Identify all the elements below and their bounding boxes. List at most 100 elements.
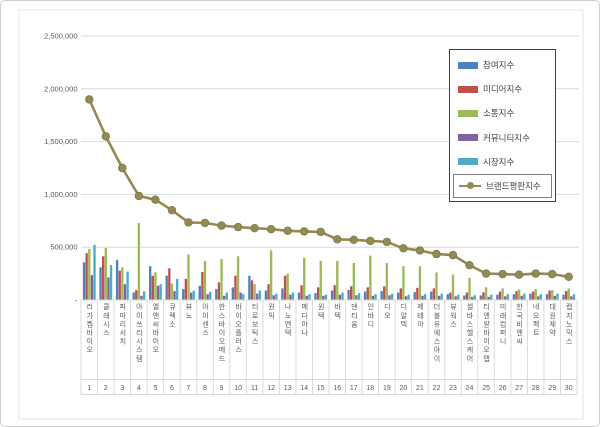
legend-bar-swatch-icon [458, 158, 478, 166]
legend-line-swatch-icon [459, 182, 481, 191]
svg-text:12: 12 [267, 385, 275, 392]
category-label-text: 엘앤씨바이오 [151, 303, 159, 355]
category-label-2: 클래시스 [98, 303, 115, 377]
svg-text:23: 23 [449, 385, 457, 392]
svg-text:500,000: 500,000 [50, 243, 77, 252]
svg-text:24: 24 [466, 385, 474, 392]
category-label-28: 네오펙트 [527, 303, 544, 377]
category-label-11: 티로보틱스 [246, 303, 263, 377]
category-label-17: 덴티움 [346, 303, 363, 377]
svg-text:7: 7 [187, 385, 191, 392]
category-label-text: 티앤알바이오팹 [482, 303, 490, 364]
category-label-text: 리가켐바이오 [85, 303, 93, 355]
category-label-20: 디알텍 [395, 303, 412, 377]
legend-bar-swatch-icon [458, 134, 478, 142]
category-label-30: 랩지노믹스 [560, 303, 577, 377]
legend-item-label: 소통지수 [483, 108, 515, 119]
svg-text:27: 27 [515, 385, 523, 392]
legend-item-label: 미디어지수 [483, 84, 523, 95]
category-label-text: 아이쓰리시스템 [135, 303, 143, 364]
category-label-text: 원익 [267, 303, 275, 321]
category-label-26: 미래컴퍼니 [494, 303, 511, 377]
category-label-text: 메디아나 [300, 303, 308, 338]
svg-text:18: 18 [366, 385, 374, 392]
category-label-21: 제테마 [412, 303, 429, 377]
svg-text:3: 3 [120, 385, 124, 392]
category-label-15: 원텍 [312, 303, 329, 377]
category-label-text: 디오 [383, 303, 391, 321]
category-label-text: 더블유에스아이 [432, 303, 440, 364]
category-label-7: 뷰노 [180, 303, 197, 377]
category-label-text: 네오펙트 [532, 303, 540, 338]
category-label-18: 인바디 [362, 303, 379, 377]
legend-item-3: 소통지수 [450, 101, 555, 125]
svg-text:-: - [75, 296, 78, 305]
category-label-12: 원익 [263, 303, 280, 377]
category-label-9: 한스바이오메드 [213, 303, 230, 377]
svg-text:14: 14 [300, 385, 308, 392]
svg-text:22: 22 [433, 385, 441, 392]
category-label-8: 아이센스 [197, 303, 214, 377]
legend-bar-swatch-icon [458, 61, 478, 69]
legend-item-label: 시장지수 [483, 156, 515, 167]
category-label-13: 나노엔텍 [279, 303, 296, 377]
svg-text:16: 16 [333, 385, 341, 392]
category-label-24: 셀바스헬스케어 [461, 303, 478, 377]
svg-text:11: 11 [251, 385, 258, 392]
svg-text:13: 13 [284, 385, 292, 392]
category-label-text: 셀바스헬스케어 [466, 303, 474, 364]
svg-text:1,500,000: 1,500,000 [44, 137, 77, 146]
legend-item-label: 브랜드평판지수 [486, 181, 541, 192]
svg-text:21: 21 [416, 385, 424, 392]
svg-text:1: 1 [87, 385, 91, 392]
category-label-text: 바텍 [333, 303, 341, 321]
svg-text:6: 6 [170, 385, 174, 392]
legend-item-label: 참여지수 [483, 60, 515, 71]
category-label-text: 한스바이오메드 [218, 303, 226, 364]
category-label-16: 바텍 [329, 303, 346, 377]
svg-text:26: 26 [499, 385, 507, 392]
legend-item-label: 커뮤니티지수 [483, 132, 530, 143]
category-label-text: 뷰웍스 [449, 303, 457, 329]
svg-text:28: 28 [532, 385, 540, 392]
svg-text:8: 8 [203, 385, 207, 392]
svg-text:4: 4 [137, 385, 141, 392]
svg-text:2,000,000: 2,000,000 [44, 84, 77, 93]
category-label-text: 덴티움 [350, 303, 358, 329]
svg-text:9: 9 [220, 385, 224, 392]
legend-item-5: 시장지수 [450, 150, 555, 174]
legend-bar-swatch-icon [458, 109, 478, 117]
category-label-23: 뷰웍스 [445, 303, 462, 377]
legend-item-1: 참여지수 [450, 53, 555, 77]
category-label-text: 랩지노믹스 [565, 303, 573, 346]
svg-text:10: 10 [234, 385, 242, 392]
category-label-text: 미래컴퍼니 [499, 303, 507, 346]
svg-text:17: 17 [350, 385, 358, 392]
category-label-19: 디오 [379, 303, 396, 377]
category-label-text: 큐렉소 [168, 303, 176, 329]
category-label-22: 더블유에스아이 [428, 303, 445, 377]
category-label-text: 인바디 [366, 303, 374, 329]
category-label-5: 엘앤씨바이오 [147, 303, 164, 377]
svg-text:19: 19 [383, 385, 391, 392]
svg-text:2: 2 [104, 385, 108, 392]
svg-text:25: 25 [482, 385, 490, 392]
category-label-text: 파마리서치 [118, 303, 126, 346]
category-label-text: 클래시스 [102, 303, 110, 338]
svg-text:30: 30 [565, 385, 573, 392]
category-label-text: 바이오플러스 [234, 303, 242, 355]
category-label-29: 대원제약 [544, 303, 561, 377]
svg-text:15: 15 [317, 385, 325, 392]
category-label-3: 파마리서치 [114, 303, 131, 377]
category-label-10: 바이오플러스 [230, 303, 247, 377]
svg-text:20: 20 [400, 385, 408, 392]
category-label-text: 원텍 [317, 303, 325, 321]
category-label-text: 대원제약 [548, 303, 556, 338]
category-label-6: 큐렉소 [164, 303, 181, 377]
legend-item-6: 브랜드평판지수 [453, 173, 552, 199]
category-label-1: 리가켐바이오 [81, 303, 98, 377]
category-label-text: 제테마 [416, 303, 424, 329]
